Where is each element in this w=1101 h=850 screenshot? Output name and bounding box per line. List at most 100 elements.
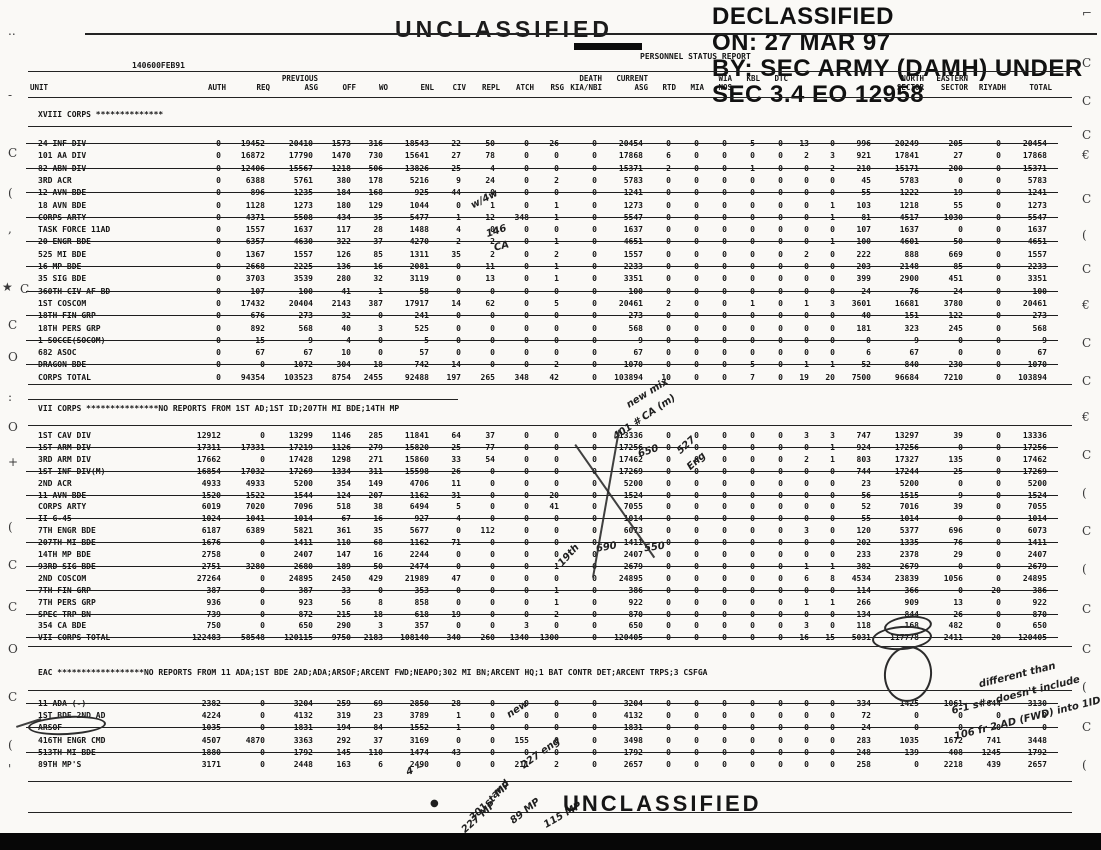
value-cell: 1 (490, 200, 495, 210)
table-row: 11 AVN BDE 1520 1522 1544 124 207 1162 31 0 0 20 0 1… (26, 490, 1058, 501)
table-row: 2ND ACR 4933 4933 5200 354 149 4706 11 0 0 0 0 5200 0… (30, 478, 1052, 489)
value-cell: 0 (750, 212, 755, 222)
value-cell: 1 (456, 711, 461, 721)
value-cell: 0 (456, 760, 461, 769)
value-cell: 16 (373, 514, 383, 524)
value-cell: 6019 (201, 502, 221, 512)
margin-mark: € (1082, 410, 1090, 424)
value-cell: 0 (260, 699, 265, 708)
value-cell: 40 (341, 323, 351, 333)
value-cell: 1557 (245, 225, 265, 235)
value-cell: 77 (485, 442, 495, 452)
table-row: 513TH MI BDE 1880 0 1792 145 110 1474 43 0 0 0 0 179… (26, 747, 1058, 758)
value-cell: 0 (694, 286, 699, 296)
column-header-label: MIA (690, 83, 704, 92)
value-cell: 0 (592, 262, 597, 271)
value-cell: 15641 (404, 151, 429, 161)
value-cell: 0 (592, 747, 597, 757)
value-cell: 0 (750, 723, 755, 733)
value-cell: 0 (804, 237, 809, 247)
value-cell: 0 (830, 699, 835, 708)
value-cell: 0 (778, 621, 783, 631)
value-cell: 41 (341, 286, 351, 296)
value-cell: 62 (485, 298, 495, 308)
value-cell: 20 (991, 585, 1001, 595)
value-cell: 0 (778, 760, 783, 769)
value-cell: 316 (368, 139, 383, 148)
value-cell: 0 (694, 735, 699, 745)
value-cell: 1162 (409, 538, 429, 548)
value-cell: 3 (830, 298, 835, 308)
value-cell: 6 (804, 573, 809, 583)
value-cell: 311 (368, 466, 383, 476)
value-cell: 387 (368, 298, 383, 308)
value-cell: 0 (666, 723, 671, 733)
table-row: CORPS TOTAL 0 94354 103523 8754 2455 92488 197 2… (30, 372, 1052, 383)
table-row: 2ND COSCOM 27264 0 24895 2450 429 21989 47 0 0 0 0 2… (30, 573, 1052, 584)
value-cell: 114 (856, 585, 871, 595)
value-cell: 0 (524, 274, 529, 284)
value-cell: 6494 (409, 502, 429, 512)
unit-cell: 1ST BDE 2ND AD (38, 711, 106, 721)
value-cell: 17790 (288, 151, 313, 161)
value-cell: 0 (778, 514, 783, 524)
value-cell: 0 (666, 735, 671, 745)
value-cell: 0 (830, 286, 835, 296)
section-title: EAC ******************NO REPORTS FROM 11… (38, 668, 708, 677)
value-cell: 0 (996, 274, 1001, 284)
value-cell: 0 (592, 274, 597, 284)
value-cell: 3 (524, 621, 529, 631)
value-cell: 120115 (284, 633, 313, 643)
value-cell: 2 (804, 151, 809, 161)
margin-mark: C (1082, 336, 1092, 350)
table-row: 682 ASOC 0 67 67 10 0 57 0 0 0 0 0 67 0 0 0 0 0 0 0 6 67 0 0 67 (30, 347, 1052, 358)
value-cell: 0 (804, 175, 809, 185)
value-cell: 0 (524, 335, 529, 345)
value-cell: 0 (830, 175, 835, 185)
column-header-label: OFF (342, 83, 356, 92)
value-cell: 4132 (293, 711, 313, 721)
margin-mark: , (8, 222, 12, 236)
margin-mark: C (8, 690, 18, 704)
value-cell: 925 (414, 188, 429, 198)
margin-mark: C (20, 282, 30, 296)
value-cell: 0 (524, 454, 529, 464)
value-cell: 2 (554, 175, 559, 185)
margin-mark: C (8, 558, 18, 572)
unit-cell: 7TH PERS GRP (38, 597, 96, 607)
value-cell: 1041 (245, 514, 265, 524)
value-cell: 39 (953, 431, 963, 440)
value-cell: 2218 (943, 760, 963, 769)
value-cell: 1792 (293, 747, 313, 757)
value-cell: 0 (216, 188, 221, 198)
value-cell: 25 (451, 442, 461, 452)
value-cell: 0 (216, 237, 221, 247)
value-cell: 17428 (288, 454, 313, 464)
value-cell: 0 (216, 212, 221, 222)
unit-cell: 2ND ACR (38, 478, 72, 488)
value-cell: 1273 (293, 200, 313, 210)
value-cell: 136 (336, 262, 351, 271)
rule-line (28, 690, 1072, 691)
column-header-label (840, 83, 876, 92)
value-cell: 0 (778, 262, 783, 271)
value-cell: 0 (804, 188, 809, 198)
value-cell: 1 (830, 212, 835, 222)
value-cell: 0 (490, 573, 495, 583)
value-cell: 5783 (899, 175, 919, 185)
value-cell: 0 (554, 348, 559, 358)
value-cell: 0 (722, 538, 727, 548)
value-cell: 0 (592, 585, 597, 595)
value-cell: 33 (451, 454, 461, 464)
value-cell: 0 (554, 335, 559, 345)
value-cell: 0 (524, 573, 529, 583)
value-cell: 429 (368, 573, 383, 583)
value-cell: 0 (592, 372, 597, 382)
value-cell: 124 (336, 490, 351, 500)
unit-cell: 18TH PERS GRP (38, 323, 101, 333)
value-cell: 0 (524, 311, 529, 321)
value-cell: 67 (909, 348, 919, 358)
unit-cell: 682 ASOC (38, 348, 77, 358)
value-cell: 15860 (404, 454, 429, 464)
column-header-top-label: EASTERN (936, 74, 968, 83)
